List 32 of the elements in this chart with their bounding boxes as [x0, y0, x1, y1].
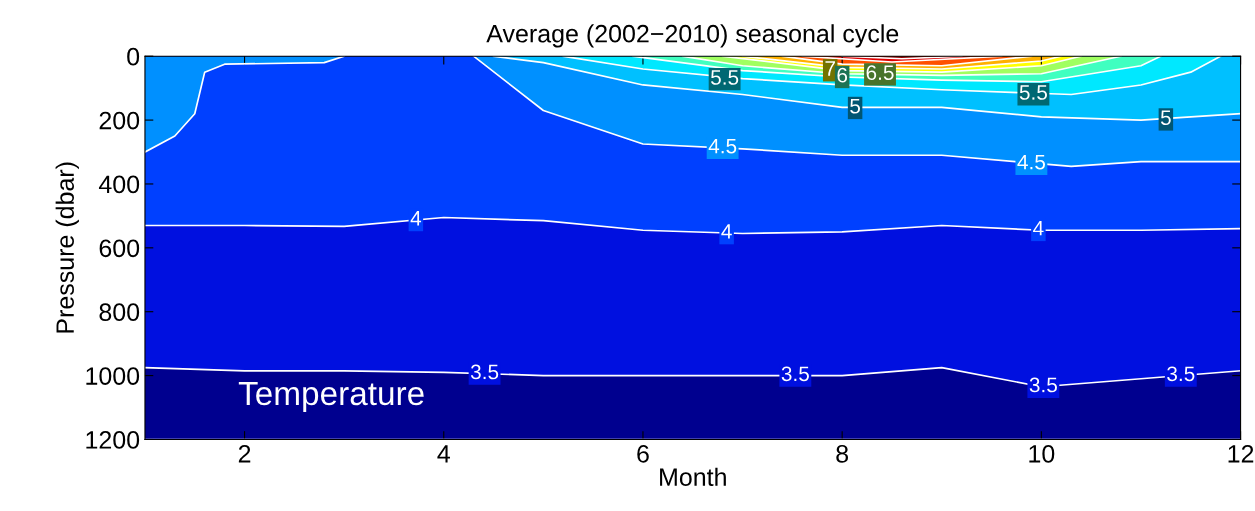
annotation: 3.5	[781, 366, 809, 382]
chart-title: Average (2002−2010) seasonal cycle	[486, 24, 899, 48]
annotation: Temperature	[238, 382, 424, 412]
y-tick-label: 0	[127, 47, 140, 66]
annotation: 4	[1033, 221, 1044, 236]
annotation: 5	[850, 99, 861, 114]
annotation: 4.5	[708, 138, 737, 154]
annotation: 5.5	[1019, 85, 1048, 100]
x-tick-label: 12	[1228, 444, 1254, 463]
annotation: 5.5	[710, 70, 739, 85]
annotation: 4.5	[1017, 154, 1046, 170]
annotation: 4	[410, 211, 422, 226]
y-tick-label: 1000	[86, 367, 140, 385]
annotation: 4	[721, 224, 732, 239]
annotation: 3.5	[1167, 366, 1195, 382]
x-tick-label: 4	[437, 445, 450, 463]
y-tick-label: 200	[99, 111, 140, 130]
y-tick-label: 1200	[86, 431, 140, 449]
annotation: 7	[825, 61, 835, 76]
x-tick-label: 6	[637, 444, 649, 463]
annotation: 6	[837, 67, 848, 83]
annotation: 5	[1160, 110, 1171, 126]
y-tick-label: 600	[99, 239, 140, 258]
x-tick-label: 8	[836, 444, 849, 463]
y-axis-title: Pressure (dbar)	[55, 162, 79, 333]
y-tick-label: 400	[98, 175, 140, 194]
annotation: 6.5	[866, 65, 894, 81]
annotation: 3.5	[470, 364, 499, 380]
x-tick-label: 2	[238, 444, 251, 463]
x-tick-label: 10	[1029, 444, 1055, 463]
y-tick-label: 800	[99, 303, 140, 322]
x-axis-title: Month	[660, 467, 726, 486]
